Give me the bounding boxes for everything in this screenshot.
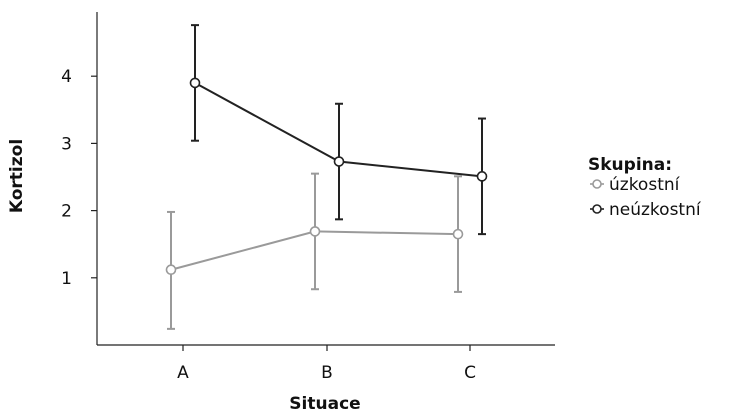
legend-swatch-marker — [592, 179, 602, 189]
x-tick-label: B — [321, 363, 333, 383]
x-tick-label: C — [464, 363, 476, 383]
data-point — [333, 156, 345, 167]
x-ticks: A B C — [177, 345, 476, 383]
y-tick-label: 2 — [61, 202, 72, 222]
data-point — [476, 171, 488, 182]
x-axis-title: Situace — [289, 394, 360, 414]
data-point — [452, 228, 464, 240]
legend-entry: úzkostní — [590, 175, 681, 195]
y-ticks: 1 2 3 4 — [61, 67, 97, 289]
data-point — [189, 77, 201, 89]
legend-title: Skupina: — [588, 155, 672, 175]
y-tick-label: 3 — [61, 134, 72, 154]
series-neuzkostni — [189, 24, 488, 236]
legend-label: úzkostní — [609, 175, 681, 195]
y-axis-title: Kortizol — [7, 139, 27, 213]
legend: Skupina: úzkostní neúzkostní — [588, 155, 702, 220]
series-uzkostni — [165, 172, 464, 330]
series-layer — [165, 24, 488, 330]
legend-label: neúzkostní — [609, 200, 702, 220]
axes — [96, 12, 555, 346]
legend-entry: neúzkostní — [590, 200, 702, 220]
data-point — [165, 264, 177, 276]
data-point — [309, 226, 321, 237]
x-tick-label: A — [177, 363, 189, 383]
y-tick-label: 4 — [61, 67, 72, 87]
legend-swatch-marker — [592, 204, 602, 214]
y-tick-label: 1 — [61, 269, 72, 289]
